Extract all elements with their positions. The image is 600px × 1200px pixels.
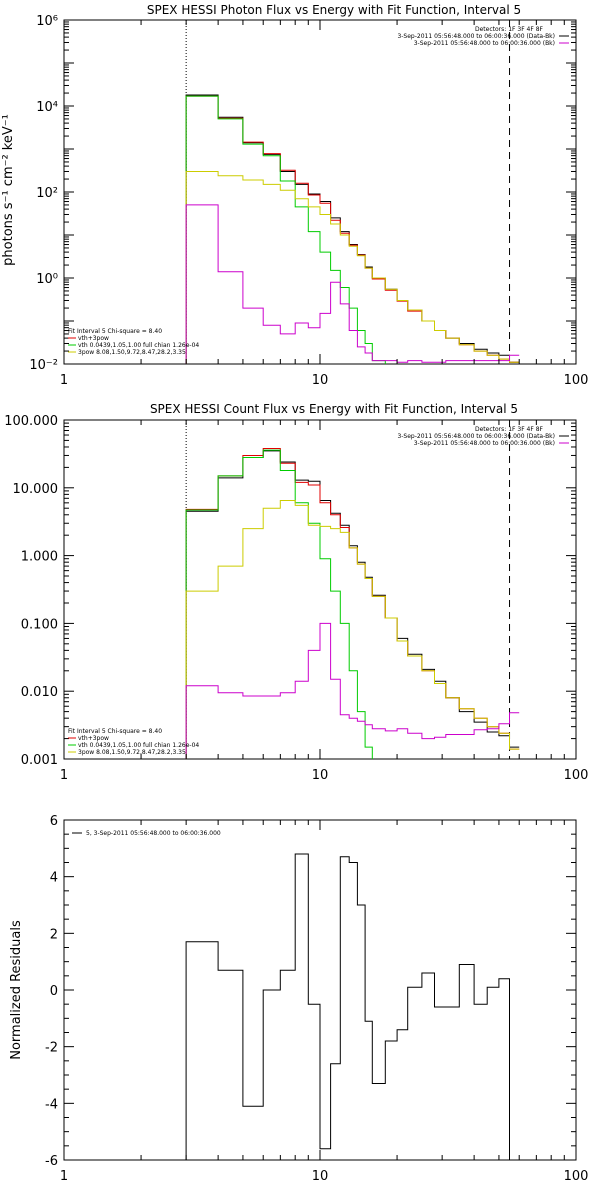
panel2-series-3 (185, 500, 520, 759)
panel1-series-3 (185, 171, 520, 364)
panel1-series-2 (185, 95, 386, 364)
panel1-ytick-label: 10⁴ (36, 100, 58, 115)
panel2-ytick-label: 0.010 (21, 685, 58, 700)
panel3-ytick-label: -6 (45, 1154, 58, 1169)
panel1-legend-vth3pow: vth+3pow (78, 335, 109, 342)
panel2-series-4 (185, 622, 520, 759)
panel1-legend-bottom-left: Fit Interval 5 Chi-square = 8.40 vth+3po… (68, 328, 199, 356)
panel2-legend-vth3pow: vth+3pow (78, 735, 109, 742)
panel1-ytick-label: 10⁻² (29, 358, 58, 373)
panel2-series-2 (185, 449, 373, 759)
panel1-ytick-label: 10⁰ (36, 272, 58, 287)
panel1-series-0 (185, 94, 520, 364)
panel3-series-group (185, 853, 510, 1160)
panel1-ytick-label: 10² (36, 186, 58, 201)
panel1-axes-frame (63, 19, 577, 365)
panel3-ytick-label: -2 (45, 1041, 58, 1056)
panel1-xtick-label: 10 (312, 373, 329, 388)
panel2-legend-data-bk: 3-Sep-2011 05:56:48.000 to 06:00:36.000 … (397, 433, 555, 440)
panel3-ticks: 1 10 100 -6 -4 -2 0 2 4 6 (45, 814, 588, 1184)
panel3-xtick-label: 10 (312, 1169, 329, 1184)
panel1-y-axis-label: photons s⁻¹ cm⁻² keV⁻¹ (1, 114, 16, 266)
panel3-ytick-label: 4 (50, 871, 58, 886)
panel-residuals: 1 10 100 -6 -4 -2 0 2 4 6 Normalized Residuals 5,… (9, 814, 588, 1184)
panel1-ticks: 1 10 100 10⁻² 10⁰ 10² 10⁴ 10⁶ (29, 14, 588, 388)
panel2-legend-top-right: Detectors: 1F 3F 4F 8F 3-Sep-2011 05:56:… (397, 426, 569, 447)
panel2-series-0 (185, 450, 520, 759)
panel1-title: SPEX HESSI Photon Flux vs Energy with Fi… (147, 3, 521, 17)
panel2-ytick-label: 1.000 (21, 550, 58, 565)
panel2-ytick-label: 10.000 (13, 482, 59, 497)
panel1-plot-area (185, 20, 520, 364)
panel3-xtick-label: 100 (564, 1169, 589, 1184)
panel2-series-group (185, 420, 520, 759)
panel2-plot-area (185, 420, 520, 759)
panel2-legend-fit-interval: Fit Interval 5 Chi-square = 8.40 (68, 728, 162, 735)
panel3-ytick-label: 0 (50, 984, 58, 999)
panel1-legend-detectors: Detectors: 1F 3F 4F 8F (475, 26, 544, 33)
panel2-ytick-label: 100.000 (4, 414, 58, 429)
panel-count-flux: SPEX HESSI Count Flux vs Energy with Fit… (4, 402, 588, 783)
panel2-legend-3pow: 3pow 8.08,1.50,9.72,8.47,28.2,3.35 (78, 749, 186, 756)
panel2-legend-bk: 3-Sep-2011 05:56:48.000 to 06:00:36.000 … (414, 440, 555, 447)
panel1-series-4 (185, 204, 520, 364)
panel1-ytick-label: 10⁶ (36, 14, 58, 29)
panel3-xtick-label: 1 (60, 1169, 68, 1184)
panel2-title: SPEX HESSI Count Flux vs Energy with Fit… (150, 402, 518, 416)
panel3-legend-label: 5, 3-Sep-2011 05:56:48.000 to 06:00:36.0… (86, 830, 221, 837)
panel3-ytick-label: 6 (50, 814, 58, 829)
panel3-plot-area (185, 853, 510, 1160)
panel3-y-axis-label: Normalized Residuals (9, 920, 24, 1060)
panel1-series-1 (185, 95, 520, 364)
panel2-ytick-label: 0.001 (21, 753, 58, 768)
panel2-legend-vth: vth 0.0439,1.05,1.00 full chian 1.26e-04 (78, 742, 199, 749)
panel1-xtick-label: 1 (60, 373, 68, 388)
panel1-legend-3pow: 3pow 8.08,1.50,9.72,8.47,28.2,3.35 (78, 349, 186, 356)
panel2-xtick-label: 1 (60, 768, 68, 783)
panel2-series-1 (185, 448, 520, 759)
panel2-ytick-label: 0.100 (21, 617, 58, 632)
panel1-legend-top-right: Detectors: 1F 3F 4F 8F 3-Sep-2011 05:56:… (397, 26, 569, 47)
panel1-legend-vth: vth 0.0439,1.05,1.00 full chian 1.26e-04 (78, 342, 199, 349)
panel1-legend-fit-interval: Fit Interval 5 Chi-square = 8.40 (68, 328, 162, 335)
panel3-ytick-label: 2 (50, 927, 58, 942)
panel2-xtick-label: 100 (564, 768, 589, 783)
panel2-ticks: 1 10 100 0.001 0.010 0.100 1.000 10.000 100.000 (4, 414, 588, 783)
panel2-xtick-label: 10 (312, 768, 329, 783)
panel1-legend-data-bk: 3-Sep-2011 05:56:48.000 to 06:00:36.000 … (397, 33, 555, 40)
panel2-legend-detectors: Detectors: 1F 3F 4F 8F (475, 426, 544, 433)
panel2-axes-frame (63, 419, 577, 760)
panel3-legend: 5, 3-Sep-2011 05:56:48.000 to 06:00:36.0… (72, 830, 221, 837)
panel1-xtick-label: 100 (564, 373, 589, 388)
panel1-legend-bk: 3-Sep-2011 05:56:48.000 to 06:00:36.000 … (414, 40, 555, 47)
panel2-legend-bottom-left: Fit Interval 5 Chi-square = 8.40 vth+3po… (68, 728, 199, 756)
panel3-ytick-label: -4 (45, 1097, 58, 1112)
panel1-series-group (185, 20, 520, 364)
panel-photon-flux: SPEX HESSI Photon Flux vs Energy with Fi… (1, 3, 588, 388)
panel3-series-0 (185, 853, 510, 1160)
